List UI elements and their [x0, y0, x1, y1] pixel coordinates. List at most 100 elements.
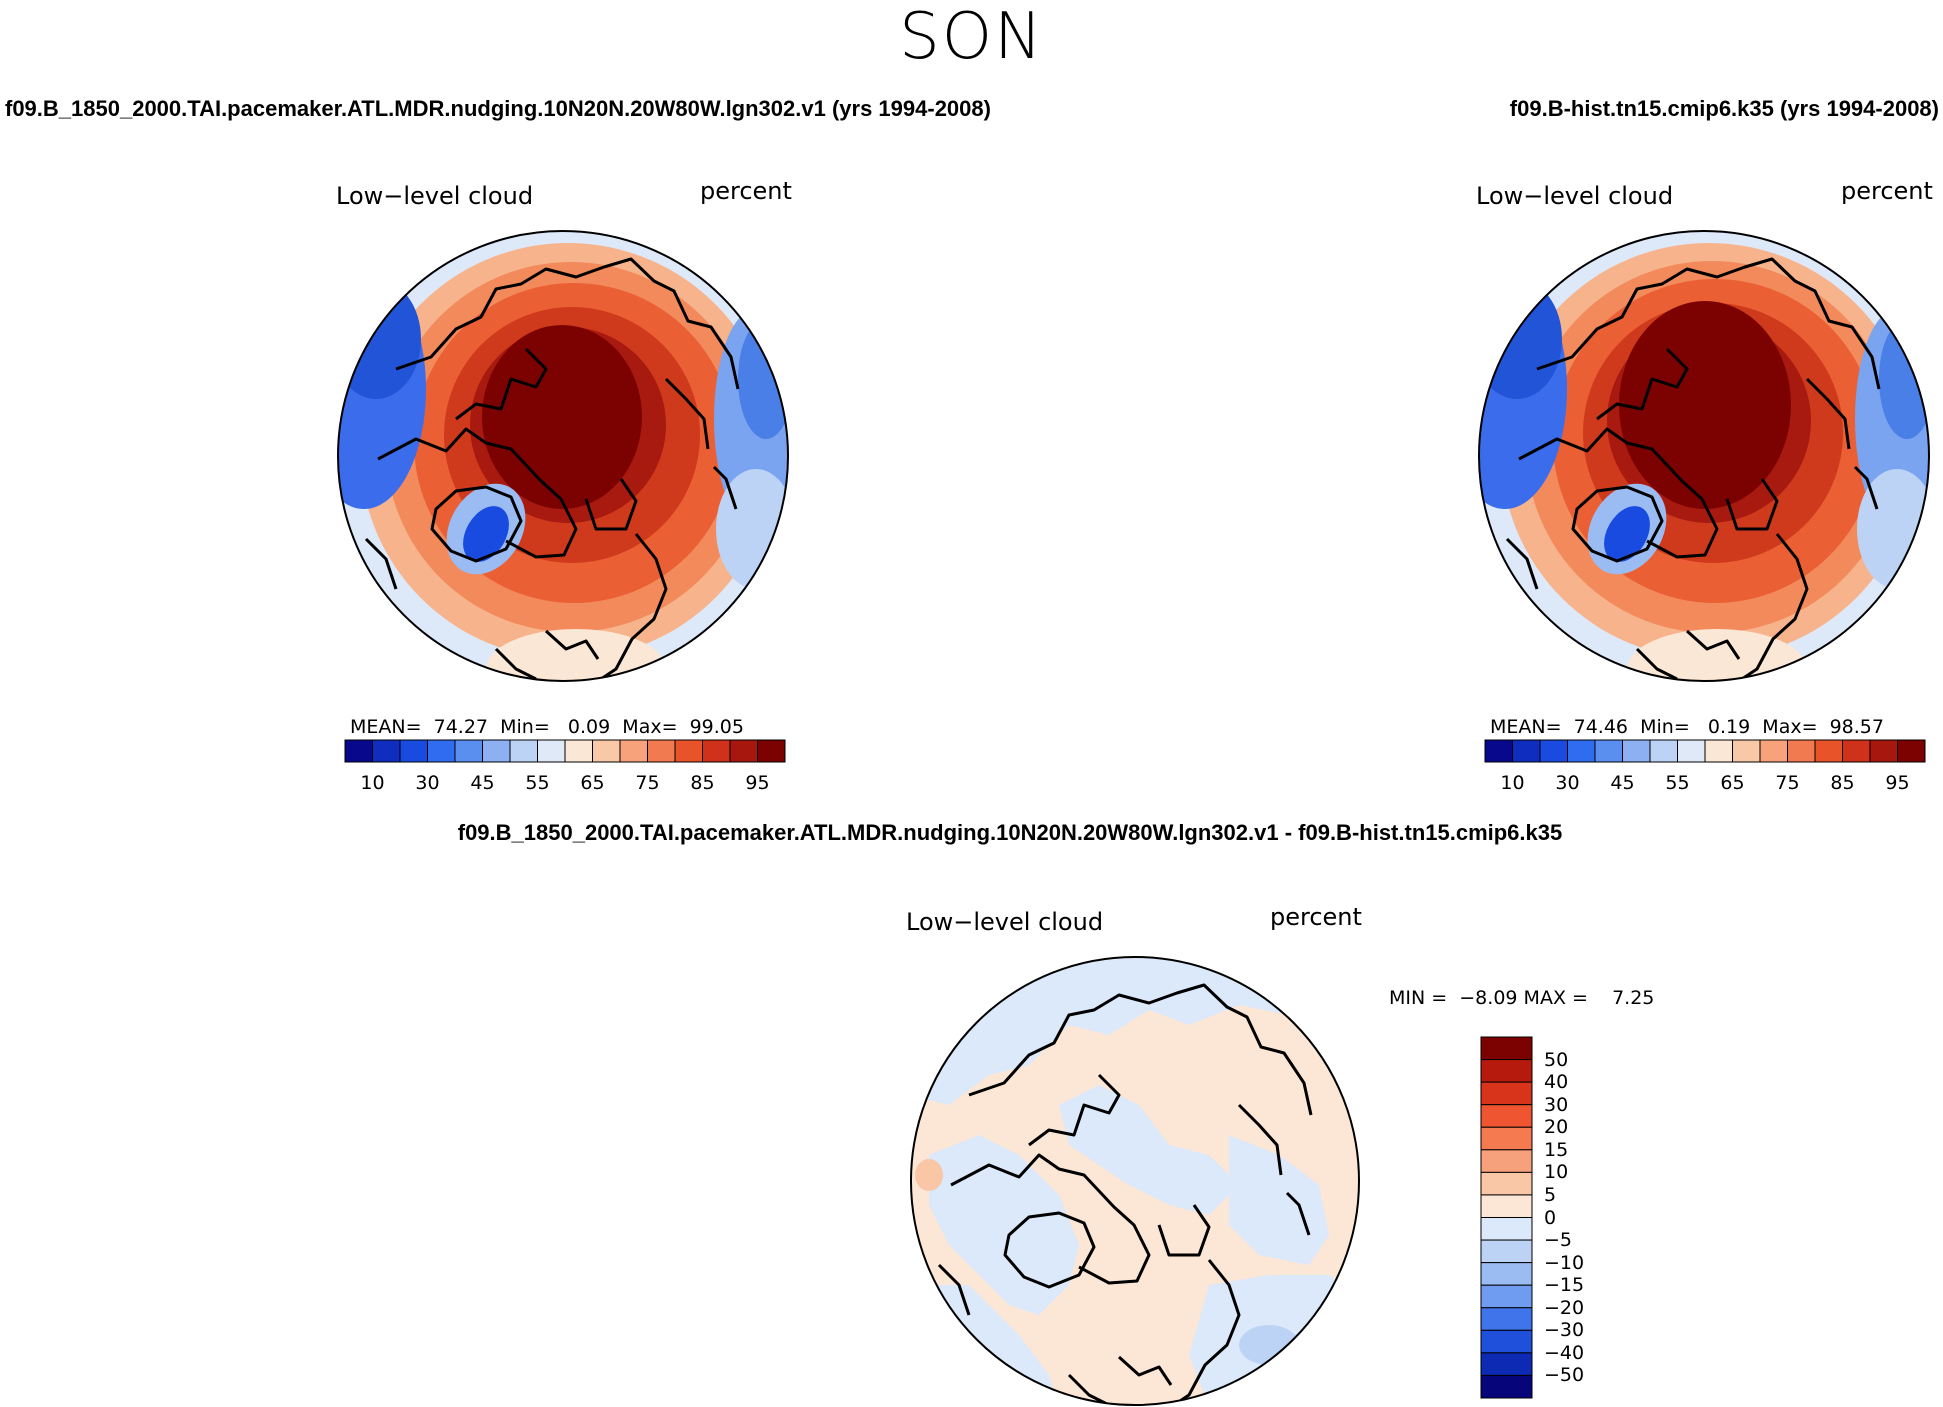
- panel3-colorbar-box: [1480, 1194, 1533, 1218]
- panel2-colorbar-box: [1622, 739, 1651, 763]
- panel3-colorbar-tick-label: −40: [1544, 1341, 1585, 1364]
- panel2-min-label: Min=: [1640, 716, 1690, 738]
- panel2-colorbar-box: [1484, 739, 1513, 763]
- panel1-colorbar-box: [399, 739, 428, 763]
- panel2-colorbar-box: [1704, 739, 1733, 763]
- panel3-colorbar-box: [1480, 1104, 1533, 1128]
- panel2-variable-title: Low−level cloud: [1476, 182, 1674, 210]
- panel3-colorbar-box: [1480, 1284, 1533, 1309]
- panel3-colorbar-ticks: 50 40 30 20 15 10 5 0 −5 −10 −15 −20 −30 −40 −50: [1544, 1037, 1604, 1398]
- panel1-colorbar-box: [509, 739, 538, 763]
- panel3-variable-title: Low−level cloud: [906, 908, 1104, 936]
- panel2-colorbar: [1484, 739, 1926, 763]
- diff-run-title: f09.B_1850_2000.TAI.pacemaker.ATL.MDR.nu…: [457, 820, 1563, 845]
- panel2-max-value: 98.57: [1829, 716, 1884, 738]
- panel2-colorbar-box: [1539, 739, 1568, 763]
- panel2-stats: MEAN= 74.46 Min= 0.19 Max= 98.57: [1490, 716, 1884, 738]
- panel2-min-value: 0.19: [1707, 716, 1751, 738]
- panel3-colorbar-box: [1480, 1126, 1533, 1151]
- panel3-min-value: −8.09: [1459, 987, 1518, 1009]
- panel2-colorbar-tick-label: 65: [1720, 772, 1745, 794]
- panel3-colorbar-box: [1480, 1307, 1533, 1331]
- panel2-colorbar-box: [1649, 739, 1678, 763]
- panel3-colorbar-tick-label: −10: [1544, 1251, 1585, 1274]
- panel3-colorbar-box: [1480, 1239, 1533, 1264]
- panel1-colorbar-tick-label: 95: [745, 772, 770, 794]
- panel3-colorbar-box: [1480, 1036, 1533, 1061]
- panel2-colorbar-tick-label: 10: [1500, 772, 1525, 794]
- panel1-colorbar-tick-label: 65: [580, 772, 605, 794]
- panel3-colorbar-tick-label: 40: [1544, 1071, 1569, 1094]
- panel1-colorbar-box: [564, 739, 593, 763]
- panel1-colorbar-tick-label: 55: [525, 772, 550, 794]
- season-title: SON: [899, 0, 1044, 74]
- panel3-max-value: 7.25: [1612, 987, 1655, 1009]
- panel2-colorbar-box: [1814, 739, 1843, 763]
- panel1-colorbar-tick-label: 30: [415, 772, 440, 794]
- panel3-min-label: MIN =: [1389, 987, 1448, 1009]
- panel3-colorbar-tick-label: 50: [1544, 1048, 1569, 1071]
- panel1-colorbar-box: [674, 739, 703, 763]
- panel2-colorbar-box: [1842, 739, 1871, 763]
- panel2-colorbar-box: [1567, 739, 1596, 763]
- panel2-colorbar-tick-label: 30: [1555, 772, 1580, 794]
- panel1-colorbar-box: [592, 739, 621, 763]
- panel1-units: percent: [700, 177, 792, 205]
- panel1-colorbar-box: [482, 739, 511, 763]
- panel2-colorbar-tick-label: 45: [1610, 772, 1635, 794]
- panel3-colorbar-tick-label: 20: [1544, 1116, 1569, 1139]
- panel3-map: [910, 956, 1360, 1406]
- panel3-colorbar-tick-label: −20: [1544, 1296, 1585, 1319]
- panel1-colorbar-tick-label: 75: [635, 772, 660, 794]
- panel3-colorbar-box: [1480, 1262, 1533, 1286]
- panel2-mean-value: 74.46: [1573, 716, 1629, 738]
- panel1-colorbar-box: [757, 739, 786, 763]
- panel2-colorbar-box: [1677, 739, 1706, 763]
- panel1-colorbar-box: [344, 739, 373, 763]
- panel3-colorbar: [1480, 1036, 1533, 1399]
- panel1-colorbar-box: [729, 739, 758, 763]
- panel2-mean-label: MEAN=: [1490, 716, 1562, 738]
- panel2-units: percent: [1841, 177, 1933, 205]
- panel1-map: [337, 230, 789, 682]
- panel3-colorbar-box: [1480, 1149, 1533, 1173]
- panel1-colorbar-box: [619, 739, 648, 763]
- panel1-stats: MEAN= 74.27 Min= 0.09 Max= 99.05: [350, 716, 744, 738]
- panel3-stats: MIN = −8.09 MAX = 7.25: [1389, 987, 1654, 1009]
- panel3-colorbar-tick-label: 30: [1544, 1093, 1569, 1116]
- panel1-colorbar-tick-label: 10: [360, 772, 385, 794]
- panel2-colorbar-tick-label: 75: [1775, 772, 1800, 794]
- panel1-variable-title: Low−level cloud: [336, 182, 534, 210]
- panel1-colorbar-tick-label: 85: [690, 772, 715, 794]
- panel2-colorbar-tick-label: 55: [1665, 772, 1690, 794]
- panel3-colorbar-box: [1480, 1171, 1533, 1196]
- panel3-colorbar-box: [1480, 1059, 1533, 1083]
- panel3-colorbar-box: [1480, 1081, 1533, 1106]
- panel1-min-label: Min=: [500, 716, 550, 738]
- panel1-colorbar-box: [537, 739, 566, 763]
- right-run-title: f09.B-hist.tn15.cmip6.k35 (yrs 1994-2008…: [1509, 96, 1939, 121]
- left-run-title: f09.B_1850_2000.TAI.pacemaker.ATL.MDR.nu…: [5, 96, 991, 121]
- panel1-colorbar-box: [702, 739, 731, 763]
- panel1-colorbar-tick-label: 45: [470, 772, 495, 794]
- panel2-colorbar-box: [1787, 739, 1816, 763]
- panel3-units: percent: [1270, 903, 1362, 931]
- panel2-max-label: Max=: [1762, 716, 1818, 738]
- panel1-colorbar-box: [454, 739, 483, 763]
- panel2-colorbar-box: [1869, 739, 1898, 763]
- panel3-colorbar-box: [1480, 1374, 1533, 1399]
- panel2-colorbar-box: [1512, 739, 1541, 763]
- panel3-max-label: MAX =: [1523, 987, 1588, 1009]
- panel2-colorbar-tick-label: 85: [1830, 772, 1855, 794]
- panel1-mean-value: 74.27: [433, 716, 489, 738]
- panel1-colorbar-ticks: 10 30 45 55 65 75 85 95: [345, 772, 785, 796]
- panel3-colorbar-tick-label: 5: [1544, 1183, 1557, 1206]
- panel3-colorbar-tick-label: 0: [1544, 1206, 1557, 1229]
- panel3-colorbar-box: [1480, 1329, 1533, 1354]
- panel3-colorbar-tick-label: 15: [1544, 1138, 1569, 1161]
- panel1-colorbar-box: [427, 739, 456, 763]
- panel1-max-label: Max=: [622, 716, 678, 738]
- panel2-colorbar-ticks: 10 30 45 55 65 75 85 95: [1485, 772, 1925, 796]
- panel2-map: [1478, 230, 1930, 682]
- panel2-colorbar-box: [1732, 739, 1761, 763]
